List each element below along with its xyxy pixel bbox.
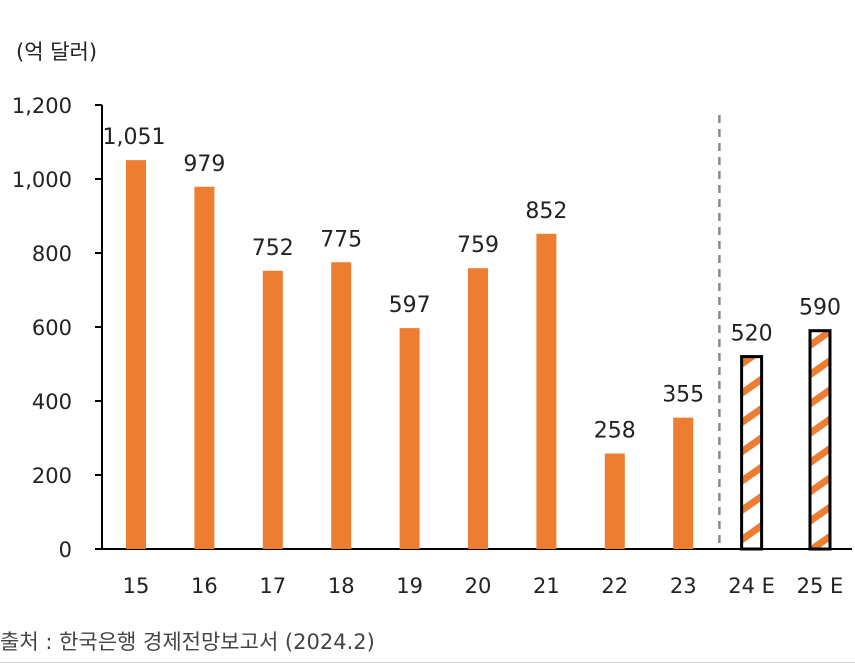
y-tick-label: 600 bbox=[32, 316, 72, 340]
value-label: 1,051 bbox=[103, 125, 166, 150]
bar bbox=[604, 453, 625, 549]
value-label: 752 bbox=[252, 236, 294, 261]
value-label: 597 bbox=[389, 293, 431, 318]
value-label: 520 bbox=[731, 322, 773, 347]
value-label: 979 bbox=[183, 152, 225, 177]
x-tick-label: 18 bbox=[328, 574, 355, 598]
bottom-rule bbox=[0, 662, 855, 663]
value-label: 258 bbox=[594, 419, 636, 444]
bar bbox=[399, 328, 420, 549]
source-note: 출처 : 한국은행 경제전망보고서 (2024.2) bbox=[0, 630, 375, 654]
bar bbox=[536, 233, 557, 549]
x-tick-label: 16 bbox=[191, 574, 218, 598]
x-tick-label: 20 bbox=[465, 574, 492, 598]
bar bbox=[126, 160, 146, 549]
x-tick-label: 21 bbox=[533, 574, 560, 598]
estimate-bar bbox=[740, 355, 764, 551]
bar bbox=[331, 262, 352, 549]
x-tick-label: 19 bbox=[396, 574, 423, 598]
labels: 1,051 15 979 16 752 17 775 18 597 19 759 20 852 21 258… bbox=[103, 125, 844, 598]
x-tick-label: 17 bbox=[259, 574, 286, 598]
value-label: 759 bbox=[457, 233, 499, 258]
y-tick-label: 800 bbox=[32, 242, 72, 266]
y-tick-label: 400 bbox=[32, 390, 72, 414]
estimate-bar bbox=[808, 329, 832, 551]
x-tick-label: 25 E bbox=[797, 574, 844, 598]
bar bbox=[673, 417, 694, 549]
x-tick-label: 15 bbox=[123, 574, 150, 598]
value-label: 590 bbox=[799, 296, 841, 321]
bar bbox=[468, 268, 488, 549]
y-tick-label: 1,200 bbox=[12, 94, 72, 118]
y-tick-label: 1,000 bbox=[12, 168, 72, 192]
bar bbox=[194, 186, 215, 549]
value-label: 852 bbox=[525, 199, 567, 224]
value-label: 355 bbox=[662, 383, 704, 408]
x-tick-label: 23 bbox=[670, 574, 697, 598]
x-tick-label: 22 bbox=[601, 574, 628, 598]
x-tick-label: 24 E bbox=[728, 574, 775, 598]
bars bbox=[126, 160, 832, 551]
value-label: 775 bbox=[320, 227, 362, 252]
unit-label: (억 달러) bbox=[16, 40, 98, 64]
y-tick-label: 0 bbox=[59, 538, 72, 562]
y-tick-label: 200 bbox=[32, 464, 72, 488]
bar bbox=[262, 270, 283, 549]
